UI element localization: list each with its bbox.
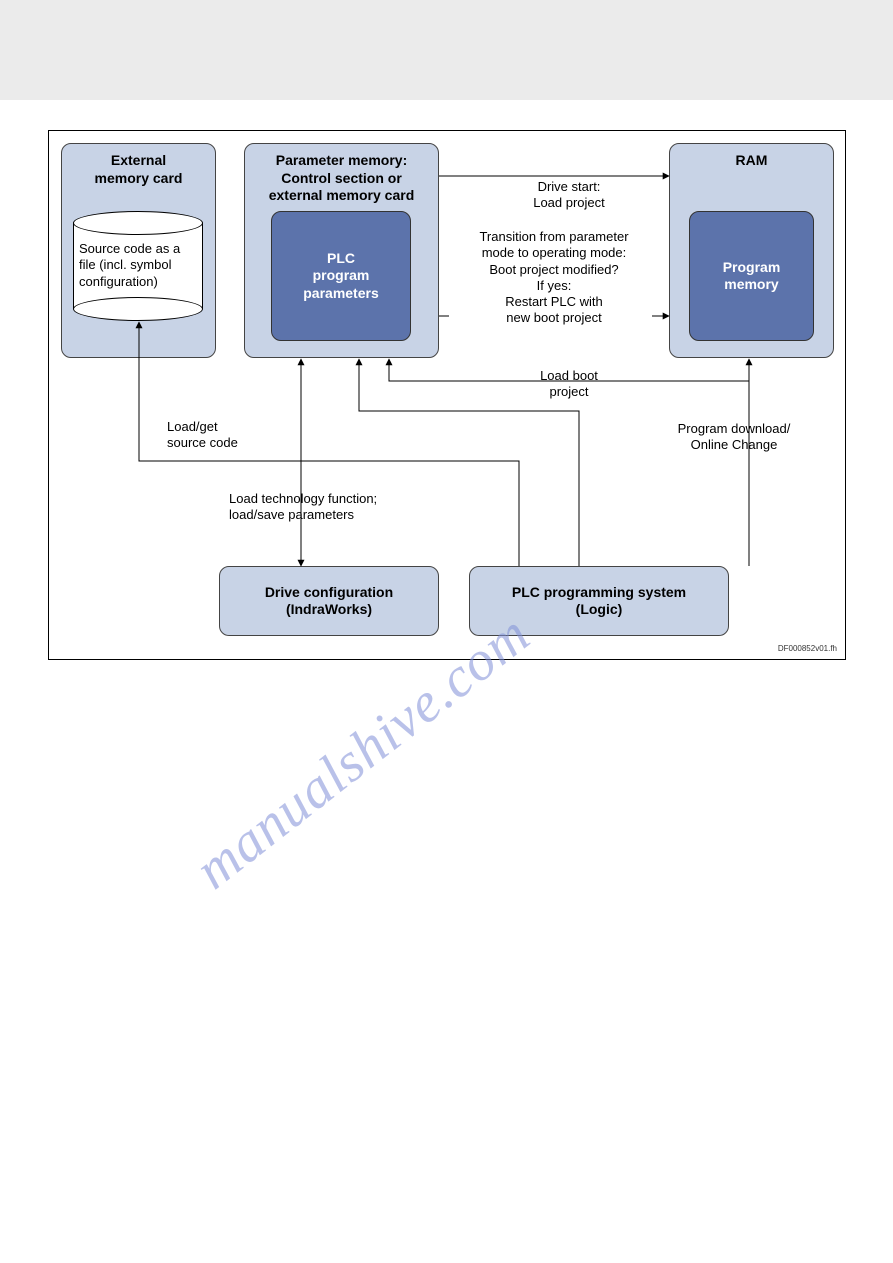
label-line: source code xyxy=(167,435,238,450)
title-line: parameters xyxy=(303,285,379,301)
label-line: load/save parameters xyxy=(229,507,354,522)
label-line: Load project xyxy=(533,195,605,210)
title-line: external memory card xyxy=(269,187,415,203)
node-plc-programming-system: PLC programming system (Logic) xyxy=(469,566,729,636)
diagram-frame: External memory card Source code as a fi… xyxy=(48,130,846,660)
label-line: new boot project xyxy=(506,310,601,325)
label-line: If yes: xyxy=(537,278,572,293)
node-plc-program-parameters: PLC program parameters xyxy=(271,211,411,341)
node-program-memory: Program memory xyxy=(689,211,814,341)
title-line: Control section or xyxy=(281,170,402,186)
label-line: Online Change xyxy=(691,437,778,452)
node-title: Drive configuration (IndraWorks) xyxy=(265,584,393,619)
title-line: Program xyxy=(723,259,781,275)
label-line: Transition from parameter xyxy=(479,229,628,244)
cylinder-text: Source code as a file (incl. symbol conf… xyxy=(79,241,197,290)
label-line: Load/get xyxy=(167,419,218,434)
figure-id: DF000852v01.fh xyxy=(778,644,837,653)
label-line: Program download/ xyxy=(678,421,791,436)
label-line: Restart PLC with xyxy=(505,294,603,309)
label-load-tech: Load technology function; load/save para… xyxy=(229,491,429,524)
node-title: RAM xyxy=(736,152,768,170)
title-line: memory card xyxy=(95,170,183,186)
label-load-source: Load/get source code xyxy=(167,419,267,452)
label-line: Boot project modified? xyxy=(489,262,618,277)
label-load-boot: Load boot project xyxy=(519,368,619,401)
label-transition: Transition from parameter mode to operat… xyxy=(454,229,654,327)
title-line: Parameter memory: xyxy=(276,152,408,168)
header-band xyxy=(0,0,893,100)
label-line: Drive start: xyxy=(538,179,601,194)
node-title: PLC program parameters xyxy=(303,250,379,303)
title-line: (Logic) xyxy=(576,601,623,617)
title-line: PLC programming system xyxy=(512,584,686,600)
node-title: Parameter memory: Control section or ext… xyxy=(269,152,415,205)
node-title: Program memory xyxy=(723,259,781,294)
title-line: PLC xyxy=(327,250,355,266)
title-line: External xyxy=(111,152,166,168)
label-drive-start: Drive start: Load project xyxy=(489,179,649,212)
cylinder-top xyxy=(73,211,203,235)
label-line: project xyxy=(549,384,588,399)
label-line: Load technology function; xyxy=(229,491,377,506)
title-line: memory xyxy=(724,276,778,292)
label-program-download: Program download/ Online Change xyxy=(654,421,814,454)
node-title: PLC programming system (Logic) xyxy=(512,584,686,619)
label-line: Load boot xyxy=(540,368,598,383)
title-line: (IndraWorks) xyxy=(286,601,372,617)
cylinder-source-code: Source code as a file (incl. symbol conf… xyxy=(73,211,203,321)
node-title: External memory card xyxy=(95,152,183,187)
cylinder-bottom xyxy=(73,297,203,321)
label-line: mode to operating mode: xyxy=(482,245,627,260)
node-drive-configuration: Drive configuration (IndraWorks) xyxy=(219,566,439,636)
title-line: program xyxy=(313,267,370,283)
title-line: Drive configuration xyxy=(265,584,393,600)
